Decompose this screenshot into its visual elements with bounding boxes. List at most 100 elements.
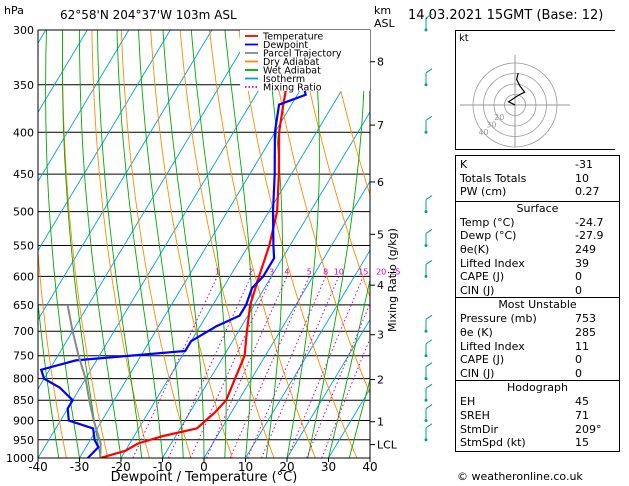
hodograph-title: Hodograph — [507, 381, 568, 395]
wet-adiabat-line — [162, 30, 205, 458]
table-row: K -31 — [456, 158, 619, 172]
isotherm-line — [0, 30, 4, 458]
km-label: km — [374, 4, 392, 17]
row-label: CAPE (J) — [460, 353, 505, 367]
wet-adiabat-line — [116, 30, 163, 458]
table-row: StmDir 209° — [456, 423, 619, 437]
station-location: 62°58'N 204°37'W 103m ASL — [60, 8, 237, 22]
isotherm-line — [38, 30, 88, 114]
row-label: CIN (J) — [460, 283, 495, 297]
wet-adiabat-line — [286, 30, 320, 458]
isotherm-line — [162, 111, 370, 458]
wind-barb-station — [424, 438, 428, 442]
mixing-ratio-line — [189, 276, 273, 458]
pressure-tick-label: 700 — [13, 325, 34, 338]
row-label: StmSpd (kt) — [460, 436, 526, 450]
pressure-tick-label: 900 — [13, 415, 34, 428]
row-value: -24.7 — [575, 215, 604, 229]
isotherm-line — [38, 30, 296, 458]
mixing-ratio-line — [321, 337, 370, 458]
legend-entry: Mixing Ratio — [263, 83, 322, 94]
isotherm-line — [38, 30, 171, 252]
wind-barb-flag — [425, 259, 433, 265]
hpa-label: hPa — [4, 4, 24, 17]
asl-label: ASL — [374, 17, 395, 30]
dry-adiabat-line — [61, 30, 109, 458]
dry-adiabat-line — [267, 30, 370, 395]
wind-barb-station — [424, 419, 428, 423]
dry-adiabat-line — [209, 30, 316, 458]
series-dewpoint — [39, 30, 307, 458]
table-row: Totals Totals 10 — [456, 172, 619, 186]
wet-adiabat-line — [348, 378, 370, 458]
row-value: 0 — [575, 366, 582, 380]
km-tick-label: 7 — [377, 119, 384, 132]
row-value: 0 — [575, 353, 582, 367]
wet-adiabat-line — [307, 30, 366, 458]
table-row: CAPE (J) 0 — [456, 353, 619, 367]
pressure-tick-label: 300 — [13, 24, 34, 37]
legend-entry: Dewpoint — [263, 40, 308, 51]
wind-barb-station — [424, 210, 428, 214]
series-temperature — [99, 30, 296, 458]
mixing-ratio-label: 3 — [269, 267, 274, 276]
pressure-tick-label: 850 — [13, 394, 34, 407]
x-tick-label: 40 — [362, 460, 377, 474]
pressure-tick-label: 750 — [13, 350, 34, 363]
x-tick-label: -10 — [153, 460, 173, 474]
legend-box — [240, 30, 370, 91]
row-label: θe (K) — [460, 325, 493, 339]
row-label: CIN (J) — [460, 366, 495, 380]
row-label: Pressure (mb) — [460, 312, 537, 326]
wet-adiabat-line — [328, 277, 370, 458]
row-value: -31 — [575, 158, 593, 171]
row-value: 249 — [575, 242, 596, 256]
wind-barb-flag — [425, 383, 433, 389]
hodograph-trace — [507, 72, 526, 106]
surface-section: Surface Temp (°C) -24.7 Dewp (°C) -27.9 θe(K… — [456, 200, 619, 298]
table-row: Lifted Index 39 — [456, 257, 619, 271]
row-value: -27.9 — [575, 229, 604, 243]
pressure-tick-label: 350 — [13, 79, 34, 92]
pressure-tick-label: 1000 — [6, 452, 34, 465]
row-value: 39 — [575, 256, 589, 270]
row-label: EH — [460, 395, 476, 409]
pressure-tick-label: 950 — [13, 434, 34, 447]
wind-barb-flag — [425, 115, 433, 121]
row-value: 0.27 — [575, 185, 600, 199]
most-unstable-title: Most Unstable — [498, 298, 577, 312]
x-tick-label: 20 — [279, 460, 294, 474]
km-tick-label: 1 — [377, 416, 384, 429]
wet-adiabat-line — [79, 30, 122, 458]
hodograph-ring-label: 20 — [494, 113, 504, 122]
mixing-ratio-label: 2 — [248, 267, 253, 276]
km-tick-label: 2 — [377, 374, 384, 387]
row-label: Lifted Index — [460, 256, 525, 270]
wind-barb-station — [424, 28, 428, 32]
mixing-ratio-line — [287, 276, 364, 458]
km-tick-label: LCL — [377, 439, 398, 452]
wind-barb-flag — [425, 68, 433, 74]
isotherm-line — [120, 42, 370, 458]
mixing-ratio-line — [306, 302, 370, 458]
mixing-ratio-label: 20 — [376, 267, 386, 276]
wind-barb-station — [424, 274, 428, 278]
wet-adiabat-line — [224, 30, 253, 458]
hodograph-ring-label: 30 — [486, 121, 496, 130]
row-value: 45 — [575, 395, 589, 409]
x-tick-label: -30 — [70, 460, 90, 474]
row-label: SREH — [460, 408, 490, 422]
dry-adiabat-line — [297, 30, 370, 298]
dry-adiabat-line — [621, 30, 629, 458]
wind-barb-flag — [425, 229, 433, 234]
dry-adiabat-line — [150, 30, 233, 458]
wind-barb-flag — [425, 423, 433, 429]
wet-adiabat-line — [138, 30, 184, 458]
hodograph-unit-label: kt — [459, 33, 469, 44]
pressure-tick-label: 450 — [13, 168, 34, 181]
row-label: θe(K) — [460, 242, 490, 256]
wind-barb-station — [424, 329, 428, 333]
wind-barb-station — [424, 398, 428, 402]
pressure-tick-label: 500 — [13, 206, 34, 219]
wind-barbs — [424, 13, 433, 442]
